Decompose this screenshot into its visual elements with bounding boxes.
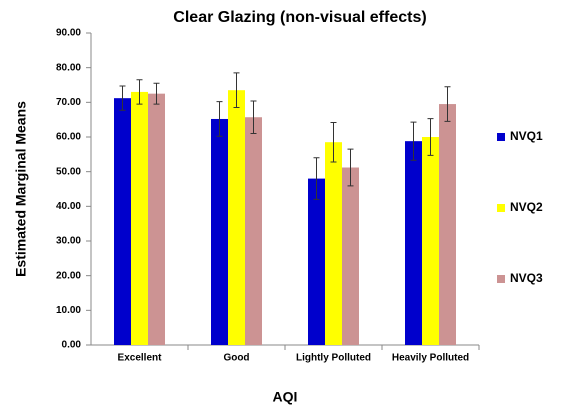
- error-bar: [444, 86, 451, 122]
- error-bar: [216, 101, 223, 137]
- bar: [131, 91, 148, 345]
- error-bar: [136, 79, 143, 105]
- x-tick-label: Heavily Polluted: [392, 353, 469, 364]
- bar: [405, 141, 422, 345]
- y-tick-label: 60.00: [56, 132, 81, 143]
- bar: [422, 137, 439, 345]
- error-bar: [427, 118, 434, 156]
- x-tick-label: Excellent: [118, 353, 163, 364]
- bar: [439, 104, 456, 345]
- y-tick-label: 90.00: [56, 28, 81, 39]
- error-bar: [233, 72, 240, 109]
- bar: [211, 118, 228, 346]
- legend-swatch: [497, 133, 505, 141]
- y-axis-title: Estimated Marginal Means: [13, 101, 29, 277]
- error-bar: [330, 121, 337, 163]
- bar: [308, 178, 325, 345]
- chart-title: Clear Glazing (non-visual effects): [173, 9, 426, 26]
- error-bar: [153, 82, 160, 105]
- x-tick-label: Good: [223, 353, 249, 364]
- legend-swatch: [497, 275, 505, 283]
- bar: [148, 93, 165, 346]
- x-axis-title: AQI: [273, 389, 298, 405]
- y-tick-label: 70.00: [56, 97, 81, 108]
- y-tick-label: 30.00: [56, 236, 81, 247]
- error-bar: [347, 148, 354, 187]
- bar: [228, 90, 245, 345]
- bar: [245, 117, 262, 346]
- bar: [325, 142, 342, 345]
- error-bar: [410, 121, 417, 161]
- error-bar: [250, 100, 257, 135]
- legend-text: NVQ1: [510, 129, 543, 143]
- y-tick-label: 10.00: [56, 305, 81, 316]
- legend-text: NVQ2: [510, 200, 543, 214]
- y-tick-label: 20.00: [56, 270, 81, 281]
- y-tick-label: 50.00: [56, 166, 81, 177]
- legend-swatch: [497, 204, 505, 212]
- bar: [342, 167, 359, 345]
- x-tick-label: Lightly Polluted: [296, 353, 371, 364]
- bar: [114, 98, 131, 345]
- error-bar: [313, 157, 320, 200]
- legend-text: NVQ3: [510, 271, 543, 285]
- y-tick-label: 40.00: [56, 201, 81, 212]
- error-bar: [119, 85, 126, 111]
- y-tick-label: 0.00: [62, 340, 82, 351]
- y-tick-label: 80.00: [56, 62, 81, 73]
